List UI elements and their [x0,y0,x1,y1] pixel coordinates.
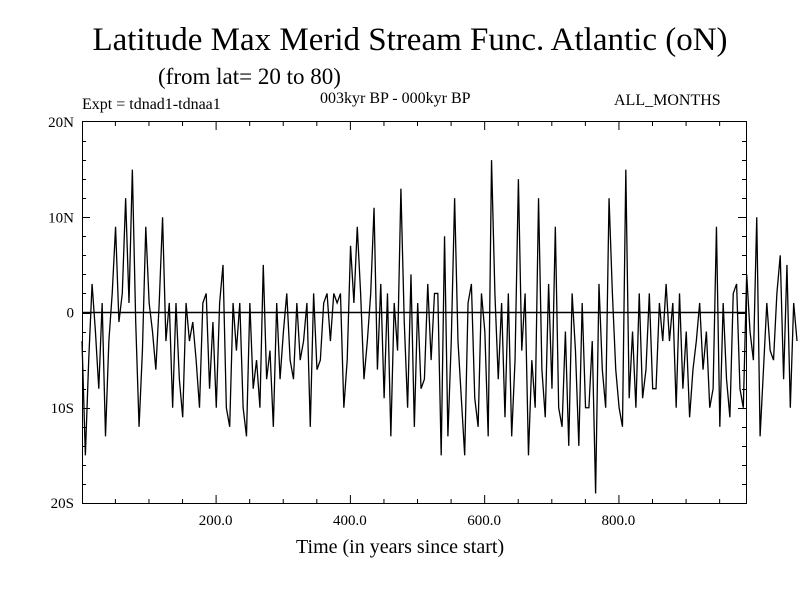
y-tick-label: 10S [51,401,74,417]
chart-subtitle: (from lat= 20 to 80) [158,64,341,89]
y-tick-label: 20N [48,115,74,131]
x-tick-label: 800.0 [602,513,636,529]
y-tick-label: 0 [67,306,75,322]
x-tick-label: 400.0 [333,513,367,529]
months-label: ALL_MONTHS [614,92,721,109]
series-line-0 [81,160,798,494]
x-axis-label: Time (in years since start) [296,536,505,558]
chart-title: Latitude Max Merid Stream Func. Atlantic… [92,22,728,58]
data-series [81,160,798,494]
x-tick-label: 200.0 [199,513,233,529]
y-tick-label: 20S [51,496,74,512]
y-tick-label: 10N [48,210,74,226]
period-label: 003kyr BP - 000kyr BP [320,90,471,107]
axis-ticks: 200.0 400.0 600.0 800.0 20N 10N 0 10S 20S [48,115,746,529]
experiment-label: Expt = tdnad1-tdnaa1 [82,96,221,113]
x-tick-label: 600.0 [467,513,501,529]
